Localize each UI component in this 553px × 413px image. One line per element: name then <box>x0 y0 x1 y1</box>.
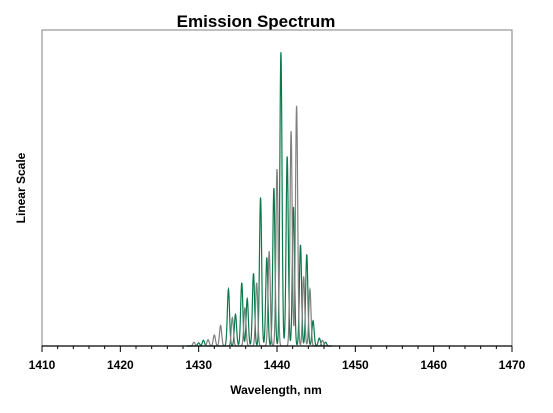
x-ticks: 1410 1420 1430 1440 1450 1460 1470 <box>29 346 526 372</box>
x-tick-label: 1470 <box>499 358 526 372</box>
x-tick-label: 1440 <box>264 358 291 372</box>
chart-title: Emission Spectrum <box>177 12 336 31</box>
y-axis-label: Linear Scale <box>14 152 28 223</box>
x-tick-label: 1420 <box>107 358 134 372</box>
x-tick-label: 1450 <box>342 358 369 372</box>
x-tick-label: 1410 <box>29 358 56 372</box>
x-tick-label: 1430 <box>185 358 212 372</box>
x-tick-label: 1460 <box>420 358 447 372</box>
series-layer <box>186 52 332 347</box>
x-axis-label: Wavelength, nm <box>230 383 322 397</box>
